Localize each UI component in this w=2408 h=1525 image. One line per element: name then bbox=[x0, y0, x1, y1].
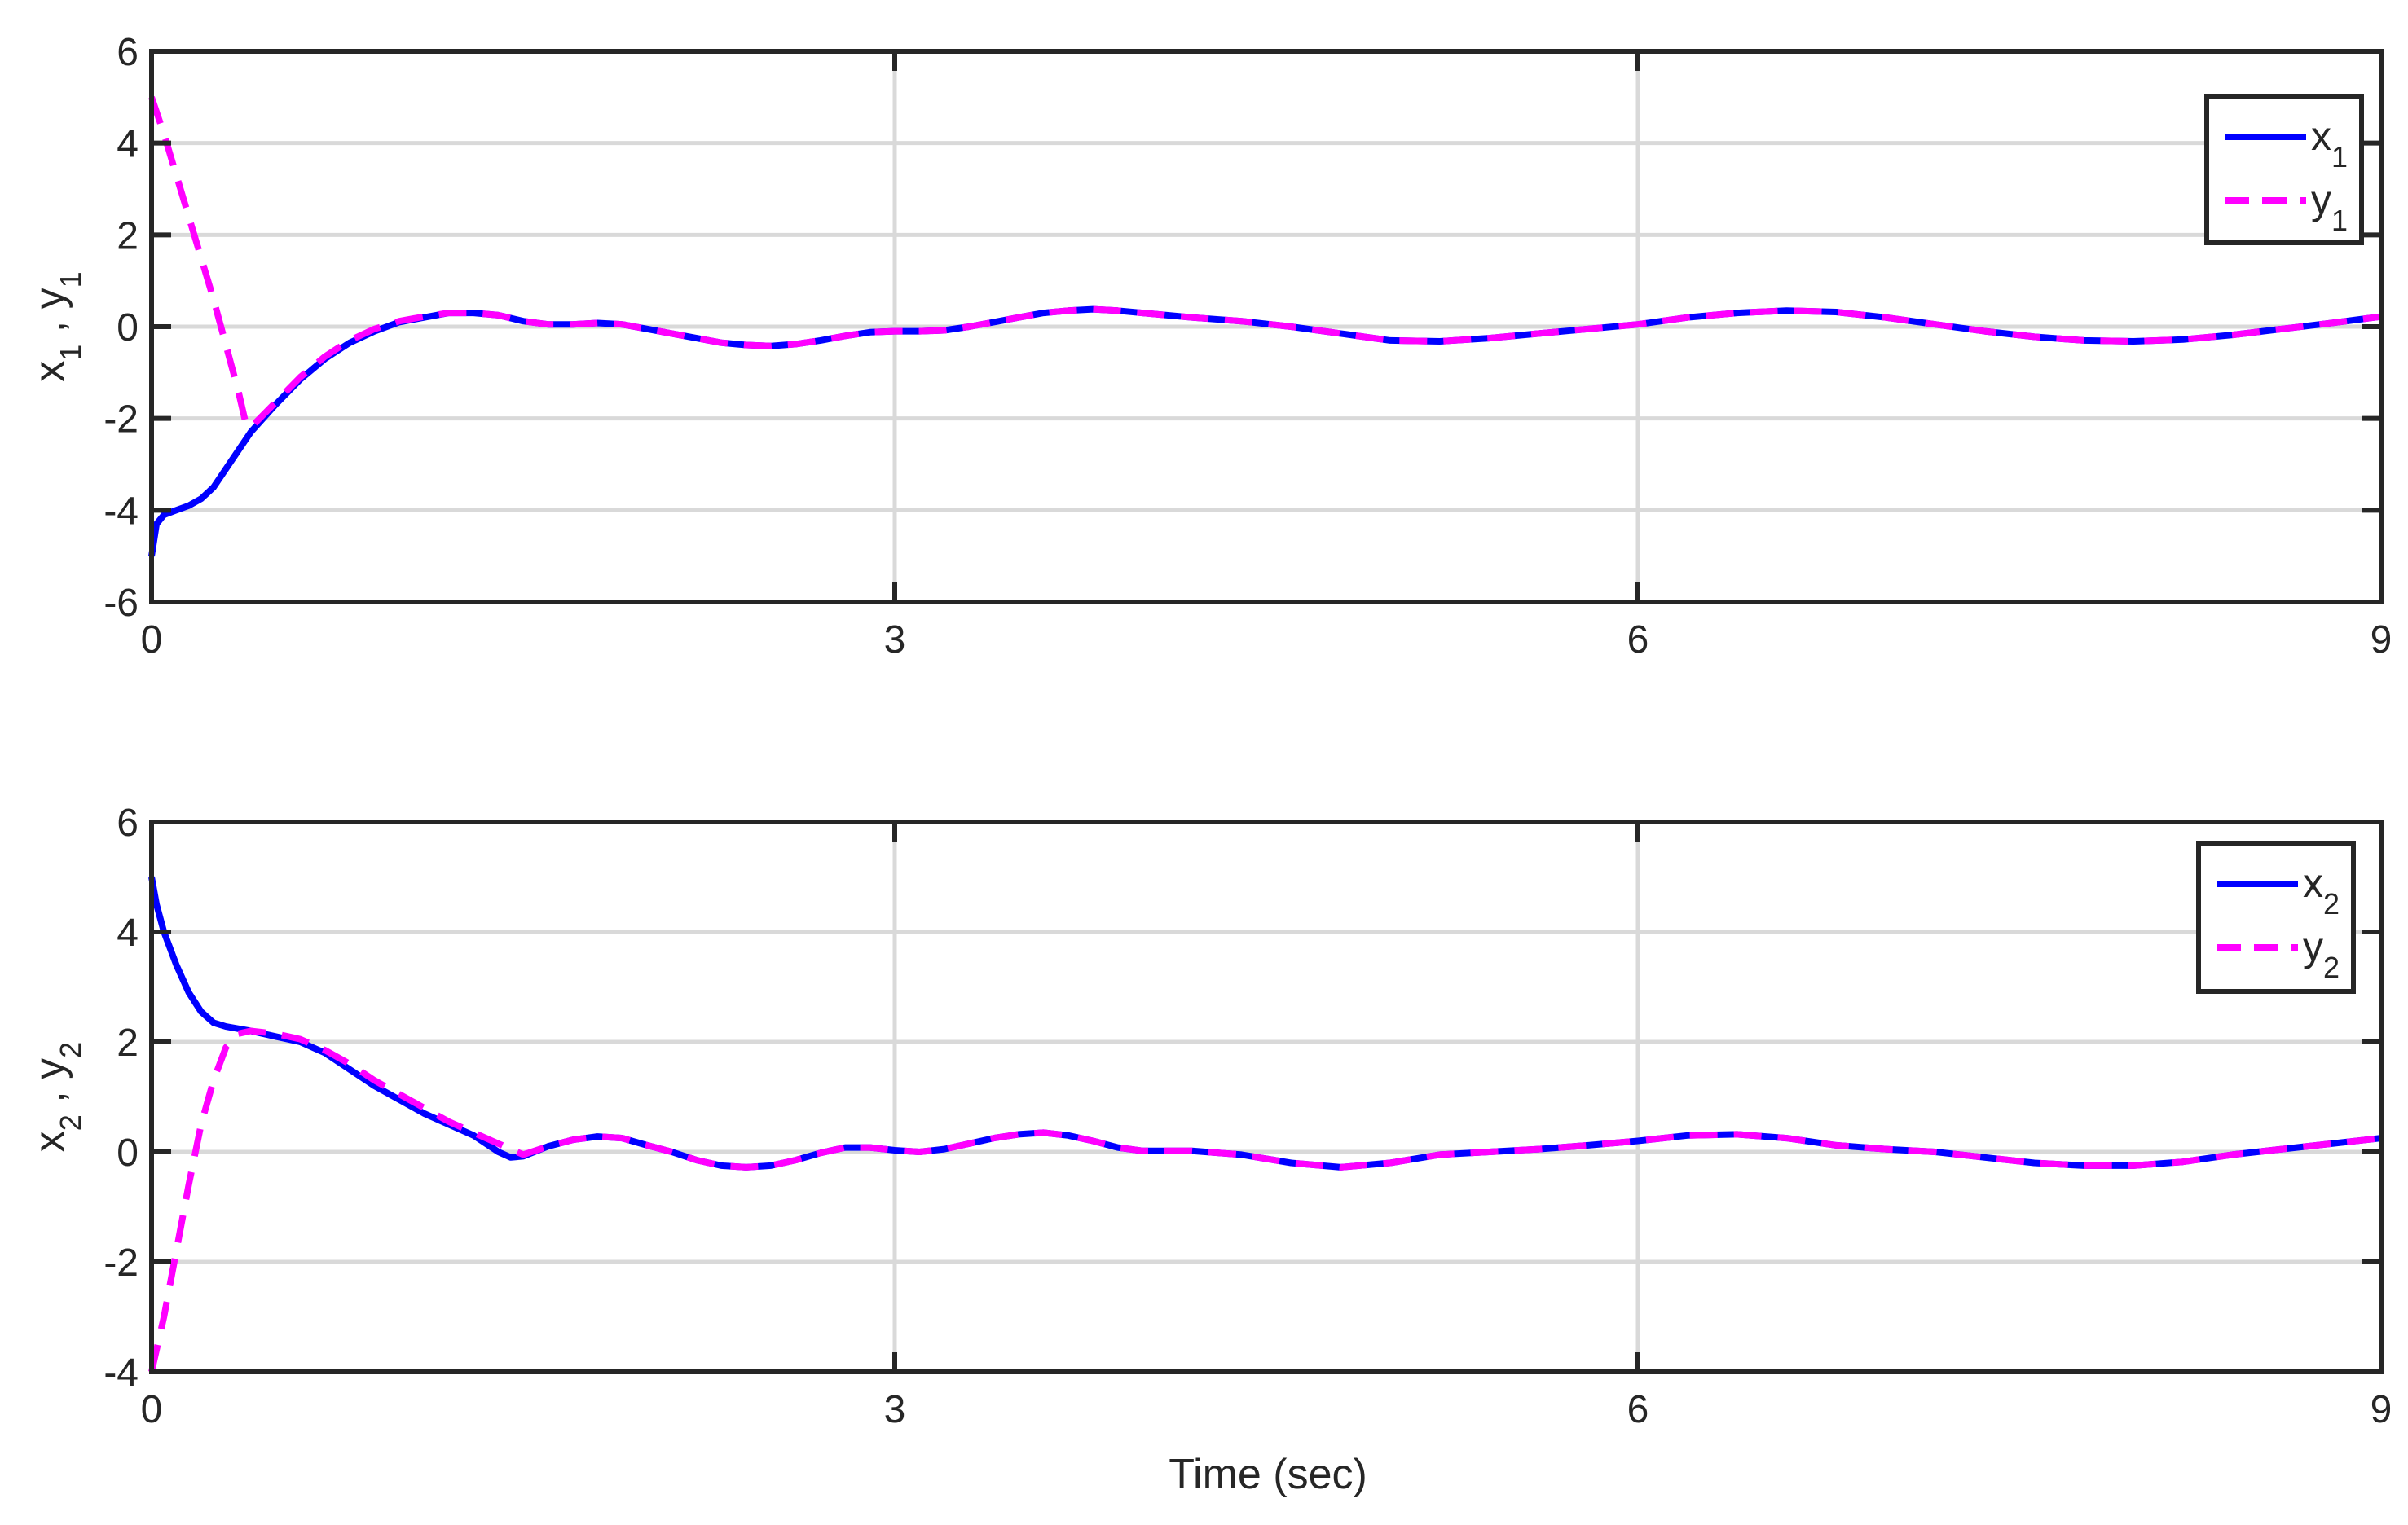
legend-box bbox=[2196, 841, 2356, 994]
y-tick-label: -2 bbox=[103, 1242, 139, 1285]
y-axis-label: x1 , y1 bbox=[26, 271, 87, 381]
y-tick-label: 4 bbox=[117, 912, 139, 955]
y-tick-label: -4 bbox=[103, 1351, 139, 1395]
y-tick-label: 0 bbox=[117, 1132, 139, 1175]
x-tick-label: 3 bbox=[884, 1388, 906, 1431]
y-tick-label: 4 bbox=[117, 123, 139, 166]
series-line-y1 bbox=[148, 96, 2382, 431]
legend-box bbox=[2204, 94, 2364, 245]
axes-box bbox=[149, 820, 2384, 1374]
x-tick-label: 3 bbox=[884, 618, 906, 661]
x-tick-label: 0 bbox=[141, 1388, 163, 1431]
x-tick-label: 9 bbox=[2371, 1388, 2393, 1431]
series-line-y2 bbox=[148, 1027, 2382, 1373]
x-tick-label: 0 bbox=[141, 618, 163, 661]
y-tick-label: 2 bbox=[117, 214, 139, 257]
y-tick-label: 0 bbox=[117, 306, 139, 349]
y-tick-label: -6 bbox=[103, 582, 139, 625]
y-tick-label: -2 bbox=[103, 398, 139, 442]
x-tick-label: 9 bbox=[2371, 618, 2393, 661]
legend-label-x1: x1 bbox=[2311, 113, 2348, 174]
x-tick-label: 6 bbox=[1627, 618, 1649, 661]
y-axis-label: x2 , y2 bbox=[26, 1042, 87, 1152]
legend-label-y2: y2 bbox=[2303, 924, 2340, 984]
legend-label-y1: y1 bbox=[2311, 177, 2348, 237]
x-axis-label: Time (sec) bbox=[1169, 1451, 1367, 1498]
y-tick-label: 6 bbox=[117, 31, 139, 74]
x-tick-label: 6 bbox=[1627, 1388, 1649, 1431]
y-tick-label: 2 bbox=[117, 1022, 139, 1065]
legend-label-x2: x2 bbox=[2303, 860, 2340, 921]
y-tick-label: -4 bbox=[103, 490, 139, 533]
y-tick-label: 6 bbox=[117, 802, 139, 845]
